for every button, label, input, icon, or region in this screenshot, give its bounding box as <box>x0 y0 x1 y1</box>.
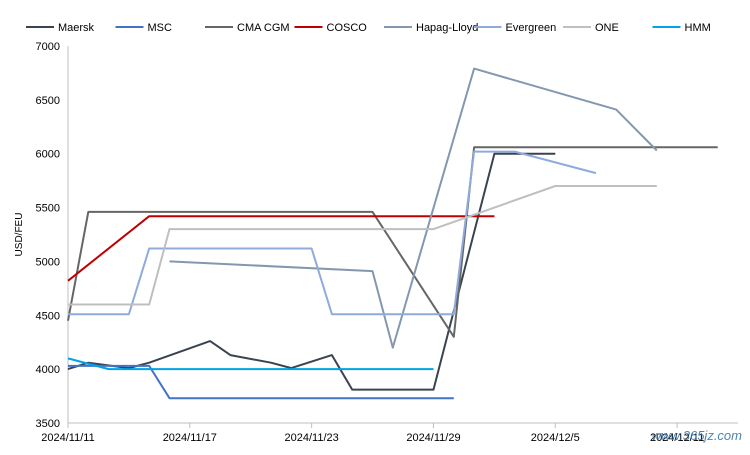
y-tick-labels: 3500 4000 4500 5000 5500 6000 6500 7000 <box>36 41 60 430</box>
legend-label: ONE <box>595 22 619 34</box>
series-line-hmm <box>67 357 434 371</box>
y-tick-label: 5500 <box>36 203 60 215</box>
legend-label: HMM <box>685 22 711 34</box>
series-line-evergreen <box>68 150 597 316</box>
x-tick-label: 2024/11/29 <box>406 432 460 444</box>
legend-label: Hapag-Lloyd <box>416 22 478 34</box>
x-tick-label: 2024/12/11 <box>650 432 704 444</box>
series-line-cosco <box>67 215 495 282</box>
watermark: www.365jz.com <box>652 428 742 443</box>
y-axis-label: USD/FEU <box>14 213 25 257</box>
legend-label: Evergreen <box>506 22 557 34</box>
y-tick-label: 6000 <box>36 149 60 161</box>
x-tick-label: 2024/11/17 <box>163 432 217 444</box>
axes <box>67 46 738 424</box>
legend: Maersk MSC CMA CGM COSCO Hapag-Lloyd Evergree… <box>26 22 711 34</box>
legend-label: MSC <box>148 22 173 34</box>
series-lines <box>67 67 718 400</box>
legend-label: Maersk <box>58 22 95 34</box>
y-tick-label: 5000 <box>36 256 60 268</box>
y-tick-label: 7000 <box>36 41 60 53</box>
legend-label: CMA CGM <box>237 22 290 34</box>
y-tick-label: 4500 <box>36 310 60 322</box>
x-tick-labels: 2024/11/11 2024/11/17 2024/11/23 2024/11/29… <box>41 423 704 444</box>
y-tick-label: 3500 <box>36 418 60 430</box>
y-tick-label: 6500 <box>36 95 60 107</box>
series-line-one <box>68 185 657 306</box>
x-tick-label: 2024/11/11 <box>41 432 94 444</box>
y-tick-label: 4000 <box>36 364 60 376</box>
series-line-hapag-lloyd <box>169 67 658 349</box>
x-tick-label: 2024/11/23 <box>285 432 339 444</box>
legend-label: COSCO <box>327 22 368 34</box>
x-tick-label: 2024/12/5 <box>531 432 580 444</box>
series-line-msc <box>68 364 454 400</box>
